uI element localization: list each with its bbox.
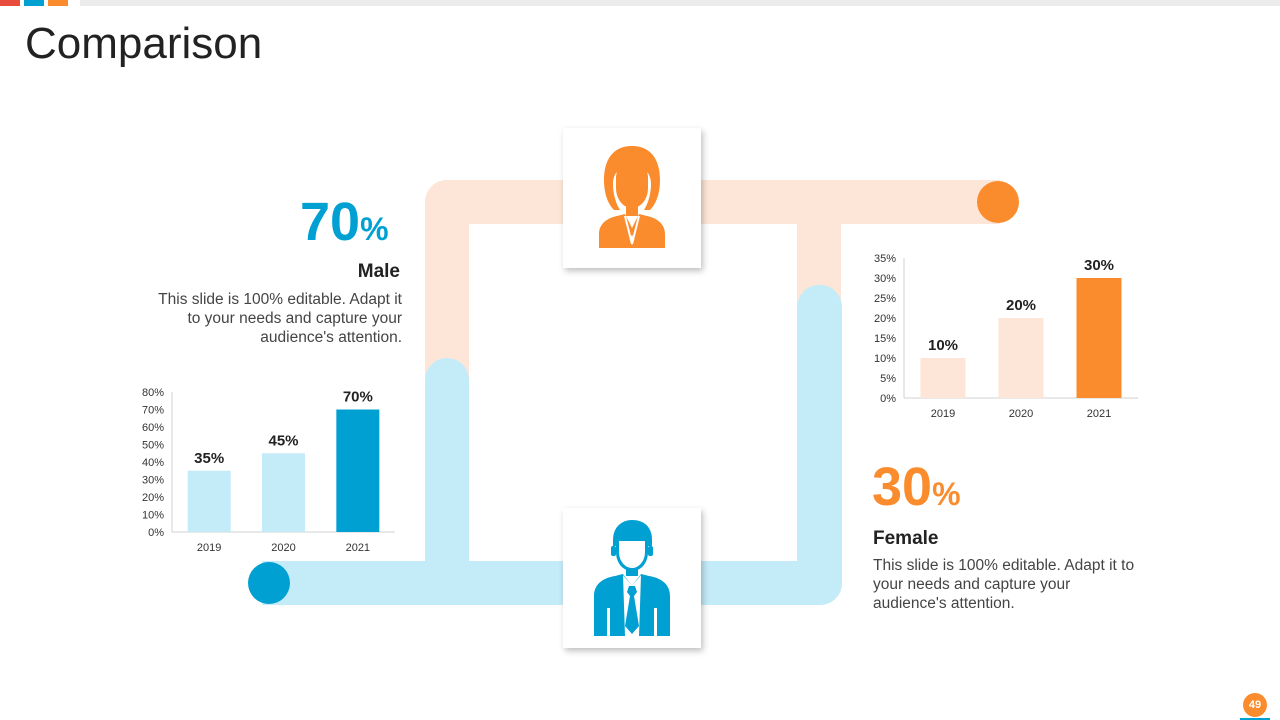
y-tick-label: 0% — [880, 393, 896, 405]
accent-gray-line — [80, 0, 1280, 6]
bar-2019 — [187, 470, 231, 532]
female-percent-value: 30 — [872, 457, 933, 517]
top-accent-bar — [0, 0, 1280, 6]
y-tick-label: 80% — [142, 387, 164, 399]
blue-pipe-right — [797, 285, 842, 605]
bar-2019 — [920, 358, 966, 398]
data-label-2020: 45% — [268, 432, 298, 449]
blue-pipe-endcap — [248, 562, 290, 604]
male-label: Male — [357, 261, 400, 282]
female-label: Female — [873, 528, 939, 549]
bar-2021 — [1076, 278, 1122, 398]
y-tick-label: 20% — [874, 313, 896, 325]
bar-2021 — [336, 409, 380, 532]
x-tick-label: 2020 — [271, 542, 295, 554]
blue-pipe-bottom — [262, 561, 842, 605]
male-bar-chart: 0% 10% 20% 30% 40% 50% 60% 70% 80% 35% 2019 45% 2020… — [142, 387, 395, 554]
y-tick-label: 5% — [880, 373, 896, 385]
male-percent-value: 70 — [300, 192, 361, 252]
bar-2020 — [998, 318, 1044, 398]
data-label-2019: 35% — [194, 450, 224, 467]
accent-red — [0, 0, 20, 6]
orange-pipe-top — [425, 180, 1000, 224]
female-bar-chart: 0% 5% 10% 15% 20% 25% 30% 35% 10% 2019 20% 2020 30% 2… — [874, 253, 1138, 420]
y-tick-label: 60% — [142, 422, 164, 434]
male-percent: 70% — [300, 192, 389, 259]
x-tick-label: 2019 — [197, 542, 221, 554]
y-tick-label: 30% — [142, 475, 164, 487]
x-tick-label: 2019 — [931, 408, 955, 420]
data-label-2020: 20% — [1006, 297, 1036, 314]
female-percent-unit: % — [932, 476, 961, 512]
accent-blue — [24, 0, 44, 6]
female-description: This slide is 100% editable. Adapt it to… — [873, 557, 1135, 612]
x-tick-label: 2021 — [346, 542, 370, 554]
orange-pipe-endcap — [977, 181, 1019, 223]
data-label-2021: 70% — [343, 389, 373, 406]
y-tick-label: 15% — [874, 333, 896, 345]
data-label-2021: 30% — [1084, 257, 1114, 274]
y-tick-label: 10% — [142, 510, 164, 522]
data-label-2019: 10% — [928, 337, 958, 354]
y-tick-label: 10% — [874, 353, 896, 365]
y-tick-label: 20% — [142, 492, 164, 504]
female-avatar-icon — [599, 146, 665, 248]
female-percent: 30% — [872, 457, 961, 524]
x-tick-label: 2021 — [1087, 408, 1111, 420]
y-tick-label: 35% — [874, 253, 896, 265]
male-description: This slide is 100% editable. Adapt it to… — [158, 291, 402, 346]
y-tick-label: 50% — [142, 440, 164, 452]
y-tick-label: 25% — [874, 293, 896, 305]
y-tick-label: 30% — [874, 273, 896, 285]
male-percent-unit: % — [360, 211, 389, 247]
female-icon-card — [563, 128, 701, 268]
page-number-underline — [1240, 718, 1270, 720]
x-tick-label: 2020 — [1009, 408, 1033, 420]
y-tick-label: 40% — [142, 457, 164, 469]
male-businessman-icon — [594, 520, 670, 636]
accent-orange — [48, 0, 68, 6]
bar-2020 — [262, 453, 305, 532]
y-tick-label: 70% — [142, 405, 164, 417]
y-tick-label: 0% — [148, 527, 164, 539]
male-icon-card — [563, 508, 701, 648]
page-title: Comparison — [25, 19, 263, 68]
page-number: 49 — [1243, 693, 1267, 717]
